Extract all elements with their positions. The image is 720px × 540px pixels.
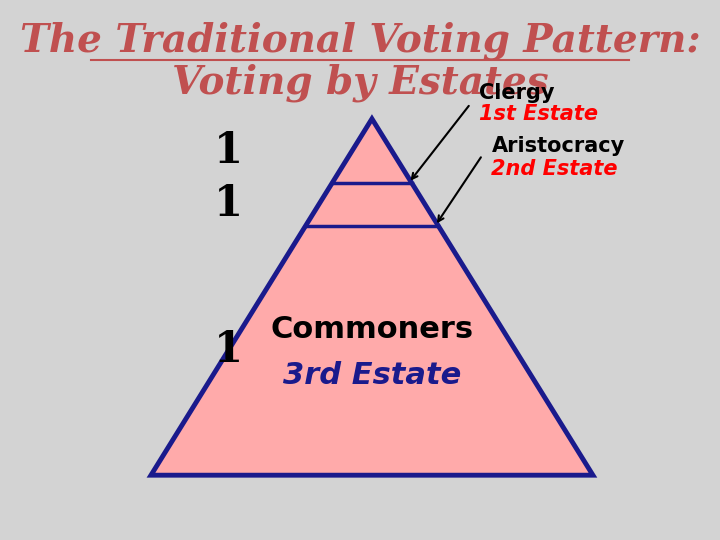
Text: Clergy: Clergy (480, 83, 555, 103)
Text: 1: 1 (214, 184, 243, 225)
Text: Aristocracy: Aristocracy (491, 136, 625, 156)
Text: Voting by Estates: Voting by Estates (171, 64, 549, 102)
Text: 1: 1 (214, 329, 243, 372)
Text: 2nd Estate: 2nd Estate (491, 159, 618, 179)
Text: Commoners: Commoners (271, 315, 474, 344)
Text: 1: 1 (214, 130, 243, 172)
Polygon shape (151, 119, 593, 475)
Text: 1st Estate: 1st Estate (480, 104, 598, 125)
Text: The Traditional Voting Pattern:: The Traditional Voting Pattern: (19, 22, 701, 60)
Text: 3rd Estate: 3rd Estate (283, 361, 461, 390)
